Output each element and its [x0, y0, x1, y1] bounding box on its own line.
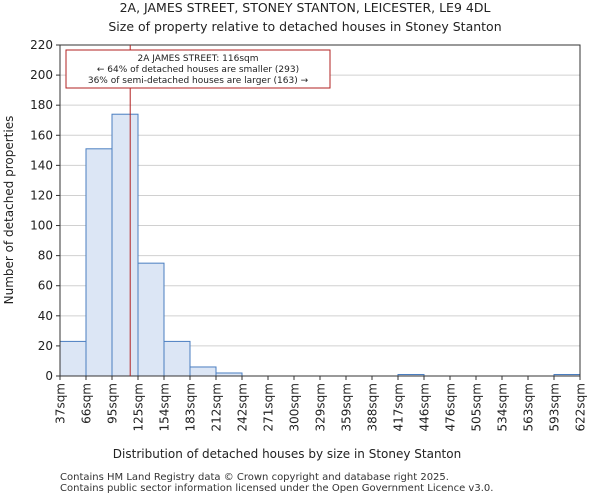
annotation-box [65, 49, 331, 89]
x-tick-label: 359sqm [340, 383, 354, 431]
x-tick-label: 505sqm [470, 383, 484, 431]
annotation-line-2: ← 64% of detached houses are smaller (29… [97, 65, 299, 75]
x-tick-label: 37sqm [54, 383, 68, 424]
y-tick-label: 160 [30, 128, 53, 142]
x-tick-label: 300sqm [288, 383, 302, 431]
y-tick-label: 40 [38, 309, 53, 323]
y-axis-label: Number of detached properties [2, 116, 16, 305]
x-axis-ticks: 37sqm 66sqm 95sqm 125sqm 154sqm 183sqm 212sqm 2… [54, 376, 588, 431]
annotation-line-1: 2A JAMES STREET: 116sqm [137, 54, 258, 64]
chart-title: 2A, JAMES STREET, STONEY STANTON, LEICES… [120, 0, 491, 15]
x-tick-label: 446sqm [418, 383, 432, 431]
x-tick-label: 417sqm [392, 383, 406, 431]
x-tick-label: 242sqm [236, 383, 250, 431]
x-tick-label: 593sqm [548, 383, 562, 431]
x-tick-label: 563sqm [522, 383, 536, 431]
bars [59, 113, 581, 377]
bar [137, 262, 165, 377]
y-tick-label: 0 [45, 369, 53, 383]
histogram-chart: 2A, JAMES STREET, STONEY STANTON, LEICES… [2, 0, 588, 461]
x-tick-label: 271sqm [262, 383, 276, 431]
x-tick-label: 534sqm [496, 383, 510, 431]
bar [163, 340, 191, 377]
x-tick-label: 95sqm [106, 383, 120, 424]
x-tick-label: 212sqm [210, 383, 224, 431]
x-tick-label: 125sqm [132, 383, 146, 431]
x-tick-label: 329sqm [314, 383, 328, 431]
y-tick-label: 140 [30, 158, 53, 172]
x-tick-label: 66sqm [80, 383, 94, 424]
y-axis-ticks: 0 20 40 60 80 100 120 140 160 180 200 220 [30, 38, 60, 383]
x-tick-label: 388sqm [366, 383, 380, 431]
y-tick-label: 180 [30, 98, 53, 112]
x-tick-label: 476sqm [444, 383, 458, 431]
bar [85, 148, 113, 377]
x-tick-label: 154sqm [158, 383, 172, 431]
y-tick-label: 80 [38, 249, 53, 263]
y-tick-label: 20 [38, 339, 53, 353]
footer-licence: Contains public sector information licen… [60, 483, 494, 494]
y-tick-label: 120 [30, 188, 53, 202]
x-tick-label: 622sqm [574, 383, 588, 431]
y-tick-label: 200 [30, 68, 53, 82]
footer: Contains HM Land Registry data © Crown c… [60, 472, 493, 494]
footer-copyright: Contains HM Land Registry data © Crown c… [60, 472, 449, 483]
bar [189, 366, 217, 377]
bar [111, 113, 139, 377]
x-axis-label: Distribution of detached houses by size … [113, 447, 461, 461]
bar [59, 340, 87, 377]
annotation-line-3: 36% of semi-detached houses are larger (… [88, 76, 309, 86]
chart-subtitle: Size of property relative to detached ho… [108, 19, 501, 34]
property-annotation: 2A JAMES STREET: 116sqm ← 64% of detache… [65, 49, 331, 89]
y-tick-label: 220 [30, 38, 53, 52]
x-tick-label: 183sqm [184, 383, 198, 431]
y-tick-label: 60 [38, 279, 53, 293]
y-tick-label: 100 [30, 219, 53, 233]
